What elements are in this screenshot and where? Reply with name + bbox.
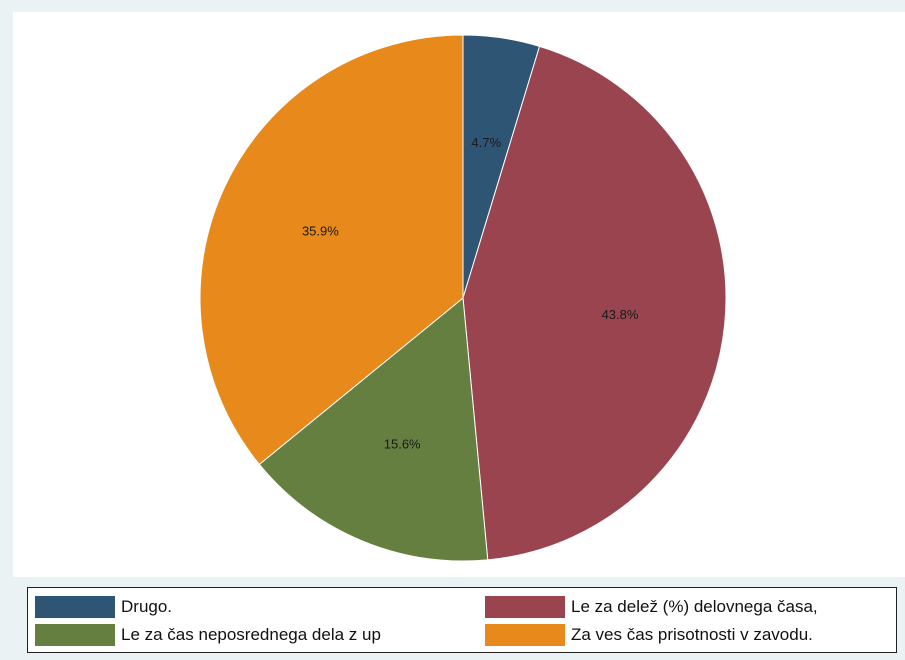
- pie-slice-ves-cas: [199, 34, 464, 466]
- pie-chart: 4.7% 43.8% 15.6% 35.9%: [199, 34, 727, 562]
- pie-slice-delez: [462, 45, 727, 561]
- slice-label-ves-cas: 35.9%: [302, 223, 339, 238]
- legend-swatch-drugo: [35, 596, 115, 618]
- legend-swatch-neposredno-delo: [35, 624, 115, 646]
- legend-label-ves-cas: Za ves čas prisotnosti v zavodu.: [571, 625, 813, 644]
- slice-label-delez: 43.8%: [602, 307, 639, 322]
- legend-label-drugo: Drugo.: [121, 597, 173, 616]
- pie-slice-neposredno-delo: [258, 297, 489, 562]
- slice-label-drugo: 4.7%: [471, 135, 501, 150]
- legend-label-neposredno-delo: Le za čas neposrednega dela z up: [121, 625, 381, 644]
- legend-swatch-delez: [485, 596, 565, 618]
- slice-label-neposredno-delo: 15.6%: [384, 437, 421, 452]
- legend-item-delez: Le za delež (%) delovnega časa,: [485, 596, 818, 618]
- legend-item-ves-cas: Za ves čas prisotnosti v zavodu.: [485, 624, 813, 646]
- legend-label-delez: Le za delež (%) delovnega časa,: [571, 597, 818, 616]
- legend-swatch-ves-cas: [485, 624, 565, 646]
- legend-item-drugo: Drugo.: [35, 596, 172, 618]
- legend-item-neposredno-delo: Le za čas neposrednega dela z up: [35, 624, 381, 646]
- legend: Drugo. Le za delež (%) delovnega časa, L…: [27, 587, 897, 653]
